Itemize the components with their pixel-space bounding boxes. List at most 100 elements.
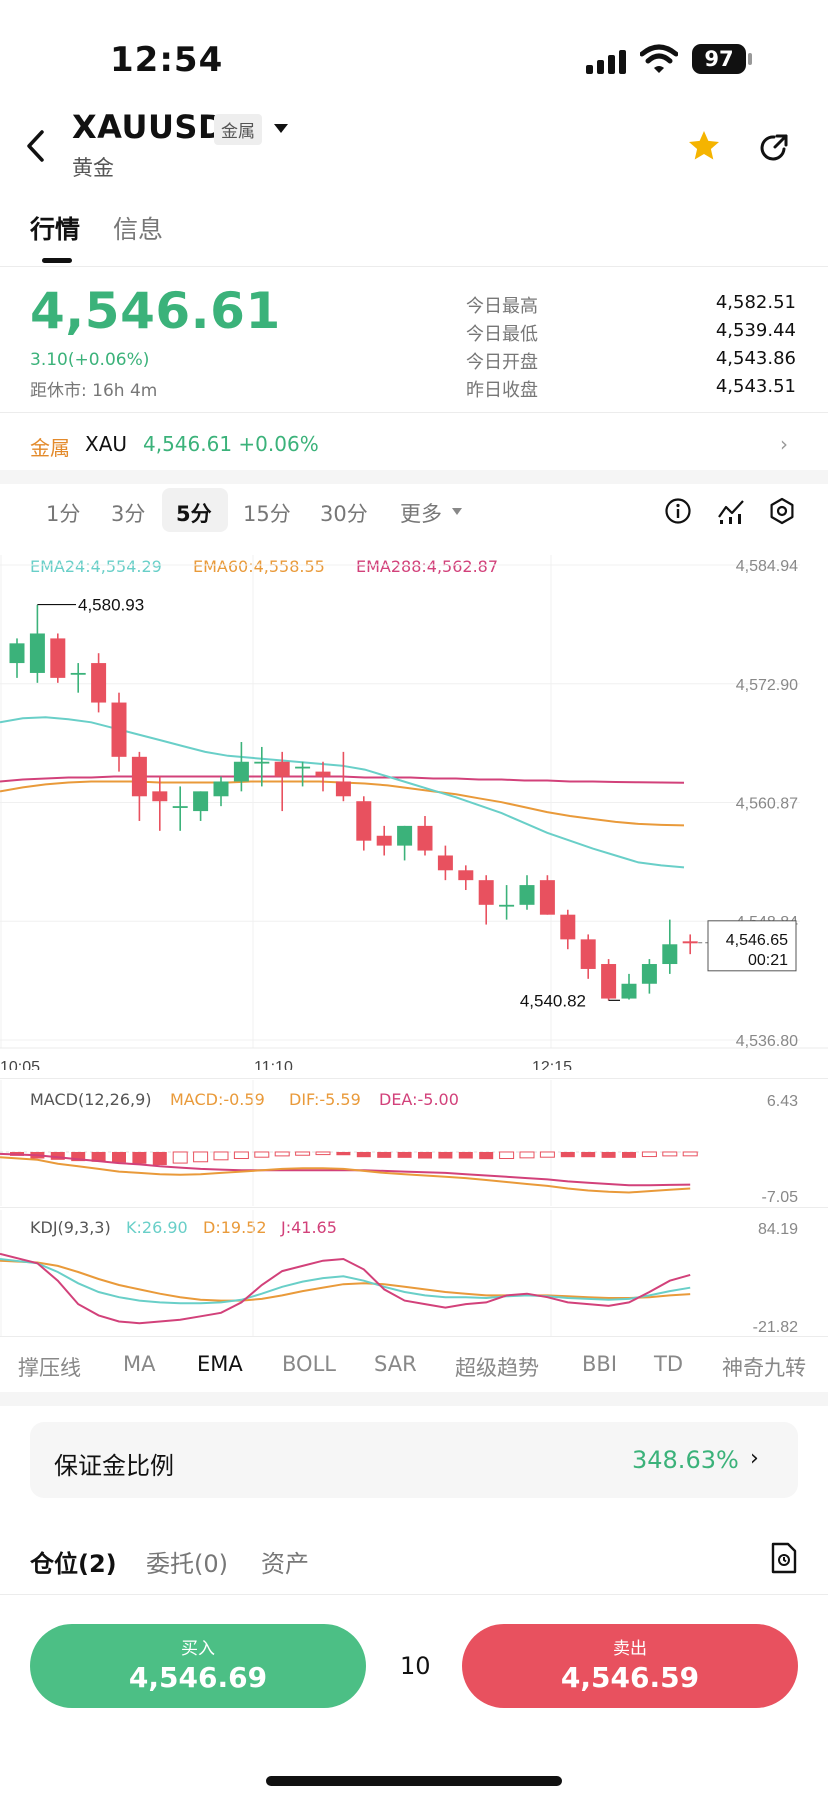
candle-body xyxy=(50,638,66,678)
candle-body xyxy=(274,761,290,777)
divider xyxy=(0,266,828,267)
tab-orders[interactable]: 委托(0) xyxy=(146,1550,228,1578)
indicator-tab[interactable]: SAR xyxy=(374,1352,417,1376)
related-category[interactable]: 金属 xyxy=(30,436,70,460)
related-quote[interactable]: 4,546.61 +0.06% xyxy=(143,432,319,456)
star-icon[interactable] xyxy=(686,128,722,164)
macd-bar xyxy=(112,1151,126,1163)
candle-body xyxy=(335,781,351,797)
candle-body xyxy=(29,633,45,673)
indicator-tab[interactable]: 撑压线 xyxy=(18,1356,81,1380)
history-document-icon[interactable] xyxy=(770,1542,798,1574)
macd-bar xyxy=(193,1151,209,1163)
wifi-icon xyxy=(640,44,678,73)
chevron-right-icon[interactable]: › xyxy=(750,1446,759,1471)
indicator-tab[interactable]: 超级趋势 xyxy=(455,1356,539,1380)
tab-positions[interactable]: 仓位(2) xyxy=(30,1550,117,1578)
divider xyxy=(0,412,828,413)
chevron-down-icon[interactable] xyxy=(452,508,462,515)
candle-body xyxy=(254,761,270,764)
candle-body xyxy=(478,880,494,905)
candle-body xyxy=(295,766,311,769)
sell-price: 4,546.59 xyxy=(560,1661,700,1694)
tab-underline xyxy=(42,258,72,263)
indicator-chart-icon[interactable] xyxy=(716,497,746,525)
candle-body xyxy=(580,939,596,969)
macd-value: MACD:-0.59 xyxy=(170,1090,265,1109)
stat-label: 昨日收盘 xyxy=(466,380,538,401)
macd-bar xyxy=(254,1151,270,1158)
candle-body xyxy=(417,825,433,851)
indicator-tab[interactable]: BOLL xyxy=(282,1352,336,1376)
timeframe-15m[interactable]: 15分 xyxy=(243,502,291,526)
indicator-tab[interactable]: TD xyxy=(654,1352,683,1376)
stat-value: 4,582.51 xyxy=(715,292,796,313)
candle-body xyxy=(499,904,515,907)
timeframe-more[interactable]: 更多 xyxy=(400,502,442,526)
ema60-legend: EMA60:4,558.55 xyxy=(193,557,325,576)
tab-info[interactable]: 信息 xyxy=(113,215,164,244)
divider xyxy=(0,1078,828,1079)
macd-bar xyxy=(622,1151,636,1158)
timeframe-30m[interactable]: 30分 xyxy=(320,502,368,526)
candle-body xyxy=(621,983,637,999)
stat-value: 4,539.44 xyxy=(715,320,796,341)
tab-market[interactable]: 行情 xyxy=(30,215,81,244)
back-icon[interactable] xyxy=(24,128,46,164)
macd-bar xyxy=(356,1151,371,1158)
indicator-tab[interactable]: 神奇九转 xyxy=(722,1356,806,1380)
chevron-right-icon[interactable]: › xyxy=(780,432,788,456)
buy-price: 4,546.69 xyxy=(128,1661,268,1694)
trade-quantity[interactable]: 10 xyxy=(400,1652,431,1680)
ema288-legend: EMA288:4,562.87 xyxy=(356,557,499,576)
low-price-label: 4,540.82 xyxy=(520,991,586,1010)
chevron-down-icon[interactable] xyxy=(274,124,288,133)
macd-chart[interactable]: 6.43 -7.05 xyxy=(0,1080,828,1210)
related-symbol[interactable]: XAU xyxy=(85,432,128,456)
timeframe-5m[interactable]: 5分 xyxy=(176,502,212,526)
macd-bar xyxy=(560,1151,575,1158)
candle-body xyxy=(70,672,86,675)
candle-body xyxy=(376,835,392,846)
candle-body xyxy=(213,781,229,797)
macd-bar xyxy=(397,1151,412,1158)
macd-bar xyxy=(213,1151,229,1161)
y-tick-label: 4,584.94 xyxy=(736,558,798,575)
candle-countdown: 00:21 xyxy=(748,952,788,969)
macd-bar xyxy=(479,1151,494,1160)
candle-body xyxy=(437,855,453,871)
buy-button[interactable]: 买入 4,546.69 xyxy=(30,1624,366,1708)
timeframe-1m[interactable]: 1分 xyxy=(46,502,81,526)
settings-icon[interactable] xyxy=(768,497,796,525)
macd-bar xyxy=(132,1151,147,1164)
macd-bar xyxy=(438,1151,453,1159)
candle-body xyxy=(560,914,576,940)
macd-bar xyxy=(336,1151,351,1156)
dif-value: DIF:-5.59 xyxy=(289,1090,361,1109)
margin-ratio-row[interactable] xyxy=(30,1422,798,1498)
margin-ratio-value: 348.63% xyxy=(632,1446,739,1474)
stat-value: 4,543.86 xyxy=(715,348,796,369)
sell-label: 卖出 xyxy=(613,1639,647,1659)
sell-button[interactable]: 卖出 4,546.59 xyxy=(462,1624,798,1708)
timeframe-3m[interactable]: 3分 xyxy=(111,502,146,526)
stat-label: 今日最高 xyxy=(466,296,538,317)
kdj-j-line xyxy=(0,1252,691,1325)
high-price-label: 4,580.93 xyxy=(78,596,144,615)
candlestick-chart[interactable]: 4,584.944,572.904,560.874,548.844,536.80… xyxy=(0,550,828,1070)
battery-indicator: 97 xyxy=(692,44,746,74)
candle-body xyxy=(356,801,372,841)
indicator-tab[interactable]: MA xyxy=(123,1352,156,1376)
y-tick-label: 6.43 xyxy=(767,1093,798,1110)
indicator-tab[interactable]: BBI xyxy=(582,1352,618,1376)
indicator-tab[interactable]: EMA xyxy=(197,1352,243,1376)
section-separator xyxy=(0,1392,828,1406)
j-value: J:41.65 xyxy=(281,1218,337,1237)
tab-assets[interactable]: 资产 xyxy=(261,1550,309,1578)
share-icon[interactable] xyxy=(758,132,790,164)
info-icon[interactable] xyxy=(664,497,692,525)
symbol-title[interactable]: XAUUSD xyxy=(72,108,226,146)
macd-bar xyxy=(519,1151,535,1159)
kdj-chart[interactable]: 84.19 -21.82 xyxy=(0,1210,828,1338)
current-price-label: 4,546.65 xyxy=(726,932,788,949)
